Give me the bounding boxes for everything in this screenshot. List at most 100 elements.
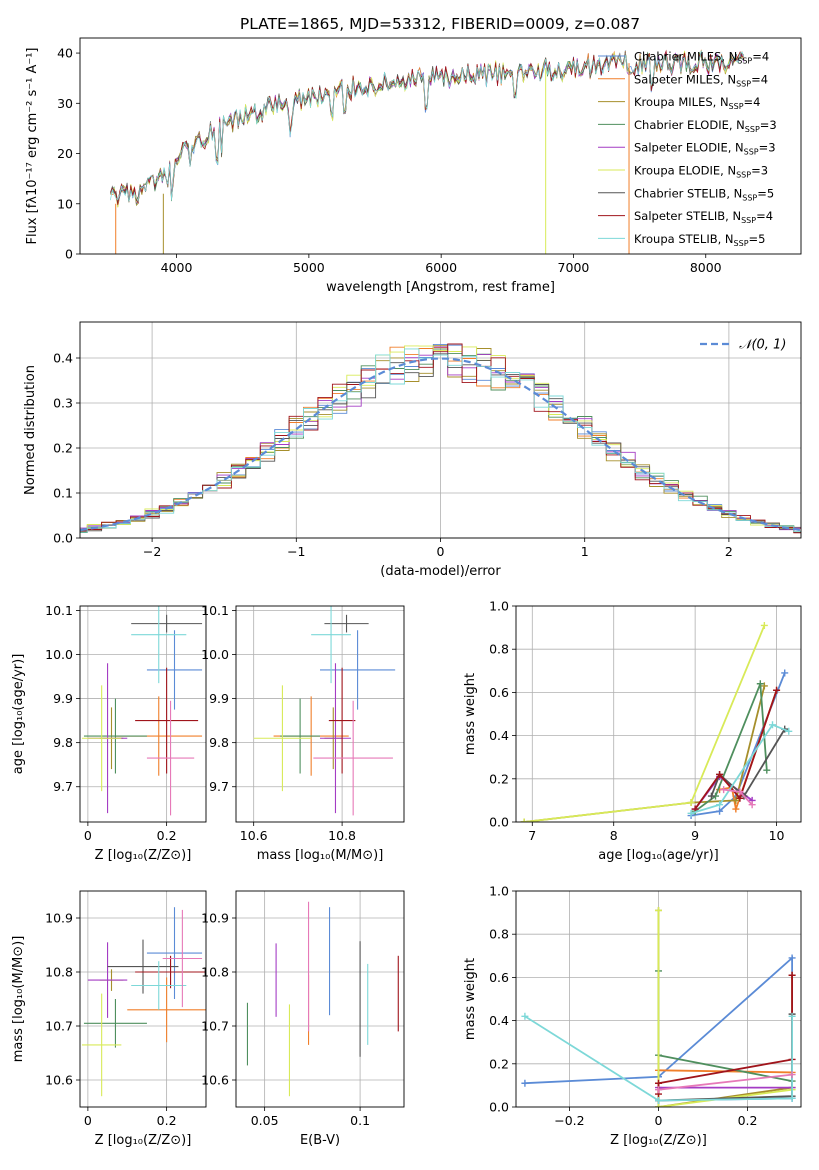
x-tick-label: 0.2 <box>157 828 177 843</box>
y-axis-label: age [log₁₀(age/yr)] <box>11 654 26 775</box>
panel-4: 7 8 9 10 0.0 0.2 0.4 0.6 0.8 1.0 age [log₁₀(age/yr… <box>463 599 802 863</box>
weight-marker <box>788 971 796 979</box>
axes-frame <box>79 890 207 1108</box>
axes-frame <box>515 605 802 823</box>
y-tick-label: 9.8 <box>209 735 229 750</box>
x-tick-label: 10 <box>769 828 785 843</box>
subscript: SSP <box>744 148 759 157</box>
weight-line <box>694 689 778 810</box>
weight-marker <box>788 1012 796 1020</box>
y-tick-label: 1.0 <box>489 599 509 614</box>
plot-area <box>80 343 801 534</box>
weight-marker <box>736 788 744 796</box>
x-tick-label: 2 <box>725 544 733 559</box>
weight-marker <box>788 954 796 962</box>
y-tick-label: 9.9 <box>209 691 229 706</box>
y-tick-label: 0.3 <box>53 396 73 411</box>
y-tick-label: 0.4 <box>489 728 509 743</box>
x-axis-label: age [log₁₀(age/yr)] <box>598 848 719 863</box>
legend-value: =3 <box>760 118 777 132</box>
weight-marker <box>520 818 528 822</box>
legend-label: Chabrier STELIB, NSSP=5 <box>634 186 774 202</box>
x-tick-label: 1 <box>581 544 589 559</box>
legend-label: 𝒩(0, 1) <box>739 338 786 353</box>
weight-marker <box>756 680 764 688</box>
weight-marker <box>655 1097 662 1105</box>
y-tick-label: 0 <box>65 247 73 262</box>
weight-marker <box>716 807 724 815</box>
y-tick-label: 10.6 <box>201 1073 229 1088</box>
subscript: SSP <box>734 239 749 248</box>
weight-marker <box>788 1071 796 1079</box>
legend-value: =3 <box>751 164 768 178</box>
subscript: SSP <box>737 57 752 66</box>
y-tick-label: 9.7 <box>209 779 229 794</box>
axes-frame <box>515 890 802 1108</box>
panel-5: 0 0.2 10.6 10.7 10.8 10.9 Z [log₁₀(Z/Z⊙)] mass … <box>11 890 207 1148</box>
weight-marker <box>773 686 781 694</box>
weight-line <box>657 910 793 1107</box>
legend-value: =4 <box>751 72 768 86</box>
legend-label: Salpeter ELODIE, NSSP=3 <box>634 141 776 157</box>
legend-value: =4 <box>756 209 773 223</box>
weight-marker <box>655 1103 662 1107</box>
x-tick-label: −0.2 <box>554 1113 584 1128</box>
x-tick-label: 0 <box>655 1113 663 1128</box>
legend-label: Salpeter STELIB, NSSP=4 <box>634 209 773 225</box>
axes-frame <box>79 605 207 823</box>
weight-marker <box>655 1079 662 1087</box>
y-tick-label: 1.0 <box>489 884 509 899</box>
x-tick-label: 0 <box>437 544 445 559</box>
legend-label: Kroupa STELIB, NSSP=5 <box>634 232 765 248</box>
y-tick-label: 10.0 <box>201 647 229 662</box>
x-tick-label: 9 <box>691 828 699 843</box>
x-tick-label: 7000 <box>558 260 590 275</box>
weight-line <box>524 1015 793 1102</box>
histogram-series <box>80 353 801 533</box>
panel-6: 0.05 0.1 10.6 10.7 10.8 10.9 E(B-V) <box>201 890 405 1148</box>
subscript: SSP <box>729 102 744 111</box>
weight-line <box>690 723 790 815</box>
legend-label: Chabrier MILES, NSSP=4 <box>634 50 769 66</box>
weight-marker <box>687 799 695 807</box>
weight-marker <box>748 801 756 809</box>
y-axis-label: mass weight <box>463 958 478 1040</box>
axes-frame <box>235 605 405 823</box>
weight-marker <box>655 1086 662 1094</box>
weight-marker <box>785 727 793 735</box>
legend: Chabrier MILES, NSSP=4 Salpeter MILES, NS… <box>598 50 777 248</box>
y-tick-label: 0.1 <box>53 486 73 501</box>
subscript: SSP <box>736 79 751 88</box>
weight-line <box>523 685 766 822</box>
x-tick-label: 0.05 <box>251 1113 279 1128</box>
legend-label: Kroupa ELODIE, NSSP=3 <box>634 164 768 180</box>
x-axis-label: (data-model)/error <box>380 564 501 579</box>
plot-area <box>253 606 396 816</box>
y-tick-label: 9.8 <box>53 735 73 750</box>
plot-area <box>81 907 206 1097</box>
y-tick-label: 10 <box>57 196 73 211</box>
subscript: SSP <box>736 171 751 180</box>
weight-marker <box>769 721 776 729</box>
x-axis-label: E(B-V) <box>300 1133 340 1148</box>
legend-label: Kroupa MILES, NSSP=4 <box>634 95 760 111</box>
x-tick-label: 7 <box>528 828 536 843</box>
y-tick-label: 10.9 <box>201 911 229 926</box>
y-tick-label: 10.1 <box>45 603 73 618</box>
x-tick-label: 8 <box>610 828 618 843</box>
y-tick-label: 10.1 <box>201 603 229 618</box>
weight-marker <box>781 669 789 677</box>
y-tick-label: 10.0 <box>45 647 73 662</box>
x-axis-label: Z [log₁₀(Z/Z⊙)] <box>95 848 192 863</box>
y-tick-label: 0.0 <box>489 815 509 830</box>
y-tick-label: 30 <box>57 96 73 111</box>
y-tick-label: 9.9 <box>53 691 73 706</box>
y-axis-label: Normed distribution <box>23 365 38 495</box>
y-tick-label: 0.0 <box>53 531 73 546</box>
weight-marker <box>763 766 771 774</box>
figure-title: PLATE=1865, MJD=53312, FIBERID=0009, z=0… <box>240 15 640 33</box>
subscript: SSP <box>745 125 760 134</box>
weight-line <box>690 672 786 817</box>
x-axis-label: wavelength [Angstrom, rest frame] <box>326 280 555 295</box>
